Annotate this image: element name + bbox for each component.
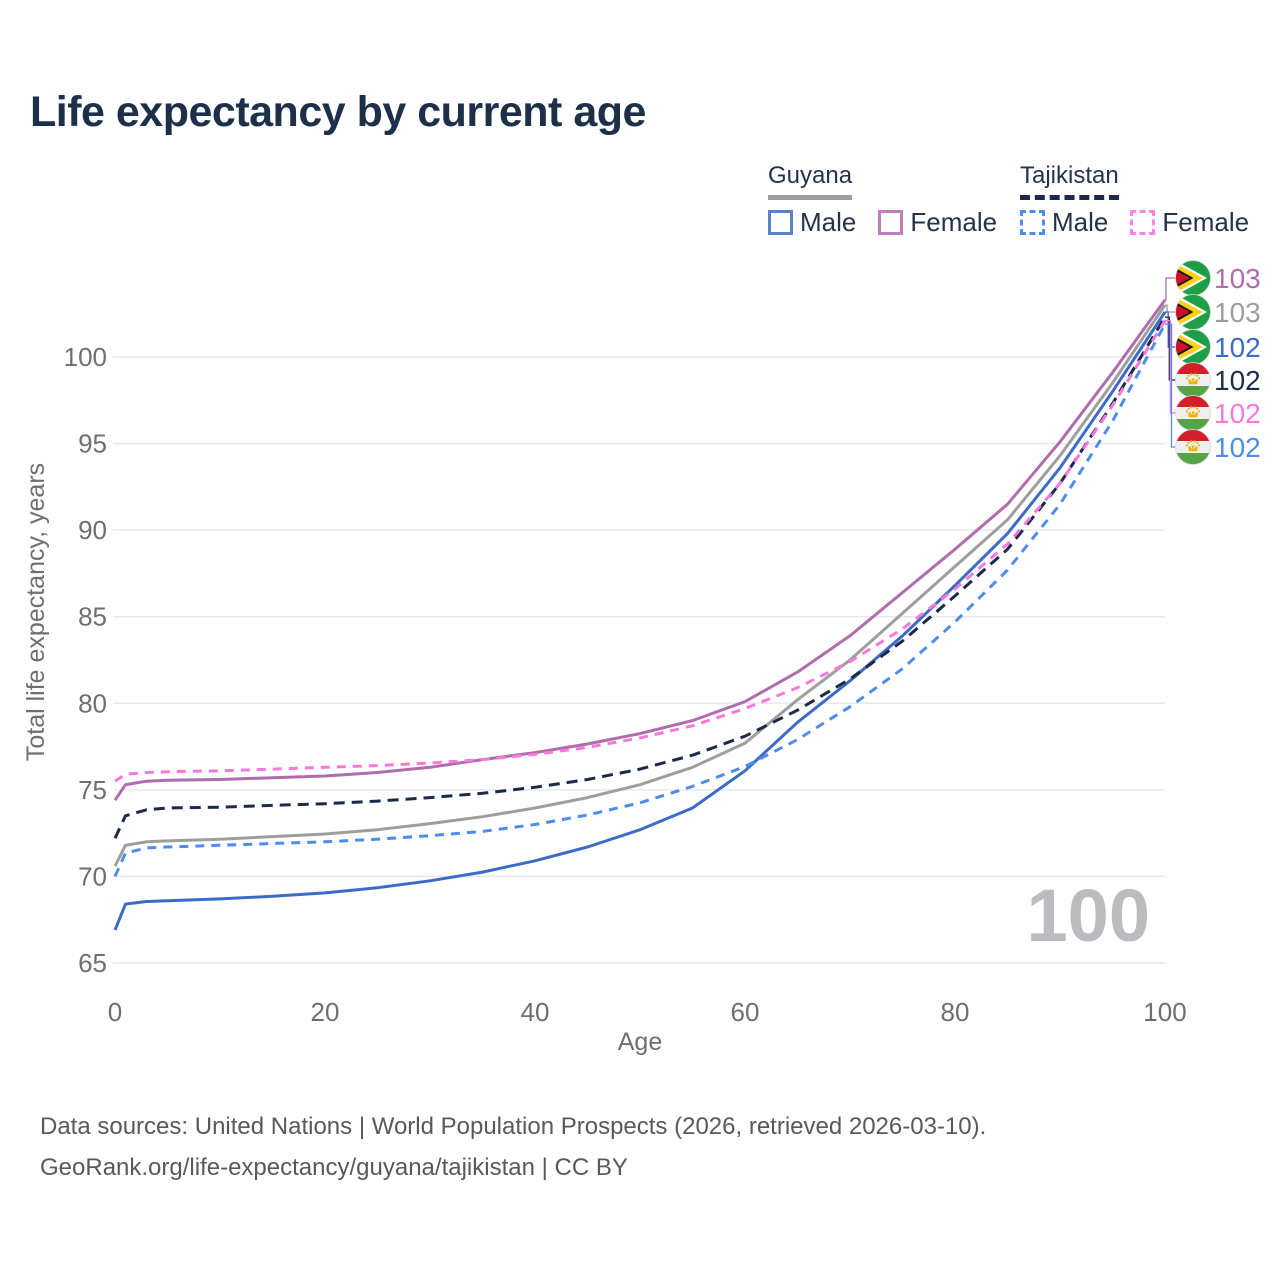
footer-line-1: Data sources: United Nations | World Pop… [40,1113,987,1140]
tajikistan-flag-icon [1175,429,1211,465]
leader-line-tajikistan-male [1165,323,1176,448]
series-line-tajikistan-female [114,319,1167,783]
tajikistan-female-swatch-icon[interactable] [1130,210,1156,235]
end-label-guyana-total: 103 [1214,297,1261,328]
leader-line-tajikistan-total [1165,316,1176,381]
data-sources-footer: Data sources: United Nations | World Pop… [40,1106,986,1188]
tajikistan-flag-icon [1175,395,1211,431]
guyana-flag-icon [1175,294,1211,330]
y-tick-75: 75 [78,775,107,805]
x-tick-0: 0 [108,997,122,1027]
legend-label-tajikistan-female: Female [1162,207,1250,237]
guyana-flag-icon [1175,260,1211,296]
x-tick-20: 20 [311,997,340,1027]
legend-item-tajikistan-female[interactable]: Female [1130,207,1249,238]
series-line-tajikistan-male [113,323,1167,878]
y-tick-95: 95 [78,429,107,459]
end-label-tajikistan-female: 102 [1214,398,1261,429]
y-tick-85: 85 [78,602,107,632]
leader-line-guyana-female [1165,277,1176,301]
legend-group-guyana: Guyana Male Female [768,162,997,238]
series-line-guyana-male [113,311,1167,931]
legend-label-tajikistan-male: Male [1052,207,1109,237]
end-label-tajikistan-male: 102 [1214,432,1261,463]
series-line-guyana-total [113,304,1167,867]
end-label-tajikistan-total: 102 [1214,365,1261,396]
legend-item-guyana-female[interactable]: Female [878,207,997,238]
y-tick-90: 90 [78,515,107,545]
legend-item-tajikistan-male[interactable]: Male [1020,207,1108,238]
y-tick-70: 70 [78,861,107,891]
legend-label-guyana-male: Male [800,207,857,237]
guyana-male-swatch-icon[interactable] [768,210,793,235]
y-axis-label: Total life expectancy, years [22,463,50,761]
leader-line-guyana-total [1165,304,1176,313]
legend-item-guyana-male[interactable]: Male [768,207,856,238]
guyana-female-swatch-icon[interactable] [878,210,904,235]
watermark: 100 [1027,874,1150,957]
legend-group-tajikistan: Tajikistan Male Female [1020,162,1249,238]
x-tick-60: 60 [731,997,760,1027]
x-tick-100: 100 [1143,997,1186,1027]
y-tick-80: 80 [78,688,107,718]
legend-country-tajikistan: Tajikistan [1020,162,1119,200]
y-tick-100: 100 [64,342,107,372]
x-tick-40: 40 [521,997,550,1027]
legend-country-guyana: Guyana [768,162,853,200]
leader-line-tajikistan-female [1165,319,1176,414]
end-label-guyana-male: 102 [1214,332,1261,363]
x-axis-label: Age [618,1028,662,1056]
tajikistan-male-swatch-icon[interactable] [1020,210,1045,235]
end-label-guyana-female: 103 [1214,263,1261,294]
series-line-tajikistan-total [113,316,1167,839]
tajikistan-flag-icon [1175,362,1211,398]
footer-line-2: GeoRank.org/life-expectancy/guyana/tajik… [40,1154,628,1181]
legend-label-guyana-female: Female [910,207,998,237]
series-line-guyana-female [113,299,1167,802]
page-title: Life expectancy by current age [30,88,646,136]
guyana-flag-icon [1175,329,1211,365]
y-tick-65: 65 [78,948,107,978]
x-tick-80: 80 [941,997,970,1027]
